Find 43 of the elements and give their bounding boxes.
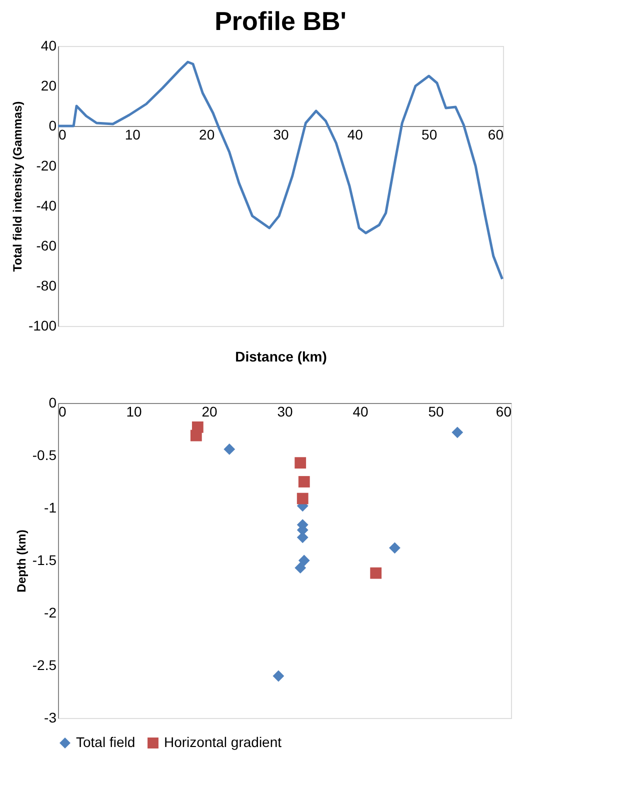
point: [294, 457, 306, 469]
x-tick-label: 10: [124, 126, 141, 142]
x-tick-label: 40: [347, 126, 364, 142]
line-series: [56, 60, 504, 280]
point: [296, 492, 308, 504]
y-axis-title: Total field intensity (Gammas): [10, 101, 24, 272]
y-tick-label: -80: [36, 278, 57, 294]
point: [224, 444, 236, 455]
x-tick-label: 20: [199, 126, 215, 142]
y-tick-label: 40: [40, 38, 57, 54]
y-tick-label: -3: [44, 710, 57, 726]
point: [389, 542, 400, 554]
x-tick-label: 40: [352, 404, 368, 420]
point: [452, 426, 464, 438]
x-tick-label: 10: [126, 404, 142, 420]
point: [298, 554, 310, 566]
x-tick-label: 30: [273, 126, 289, 142]
y-tick-label: -40: [36, 198, 57, 214]
y-tick-label: -1: [44, 500, 57, 516]
point: [190, 430, 202, 442]
x-tick-label: 30: [277, 404, 293, 420]
legend-label: Horizontal gradient: [164, 734, 282, 750]
chart-title: Profile BB': [214, 6, 346, 36]
x-tick-label: 60: [488, 126, 504, 142]
x-tick-label: 60: [496, 404, 512, 420]
y-tick-label: -2: [44, 604, 57, 620]
x-tick-label: 50: [428, 404, 444, 420]
point: [294, 562, 306, 574]
y-tick-label: -0.5: [32, 447, 57, 463]
x-axis-title: Distance (km): [235, 348, 327, 364]
y-tick-label: 20: [40, 78, 57, 94]
y-tick-label: -100: [28, 318, 57, 334]
y-tick-label: -1.5: [32, 552, 57, 568]
legend-label: Total field: [76, 734, 136, 750]
y-tick-label: -60: [36, 238, 57, 254]
y-tick-label: -2.5: [32, 657, 57, 673]
x-tick-label: 20: [202, 404, 218, 420]
point: [272, 670, 284, 682]
point: [298, 476, 310, 488]
y-tick-label: -20: [36, 158, 57, 174]
y-axis-title: Depth (km): [14, 530, 28, 592]
x-tick-label: 50: [422, 126, 438, 142]
point: [370, 567, 382, 579]
